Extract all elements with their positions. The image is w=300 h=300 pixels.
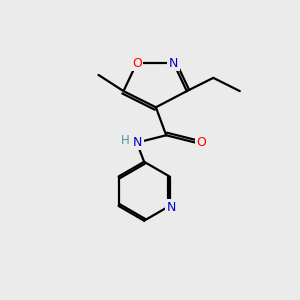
Text: N: N xyxy=(133,136,142,148)
Text: O: O xyxy=(132,57,142,70)
Text: H: H xyxy=(121,134,130,147)
Text: N: N xyxy=(167,201,176,214)
Text: N: N xyxy=(169,57,178,70)
Text: O: O xyxy=(196,136,206,149)
